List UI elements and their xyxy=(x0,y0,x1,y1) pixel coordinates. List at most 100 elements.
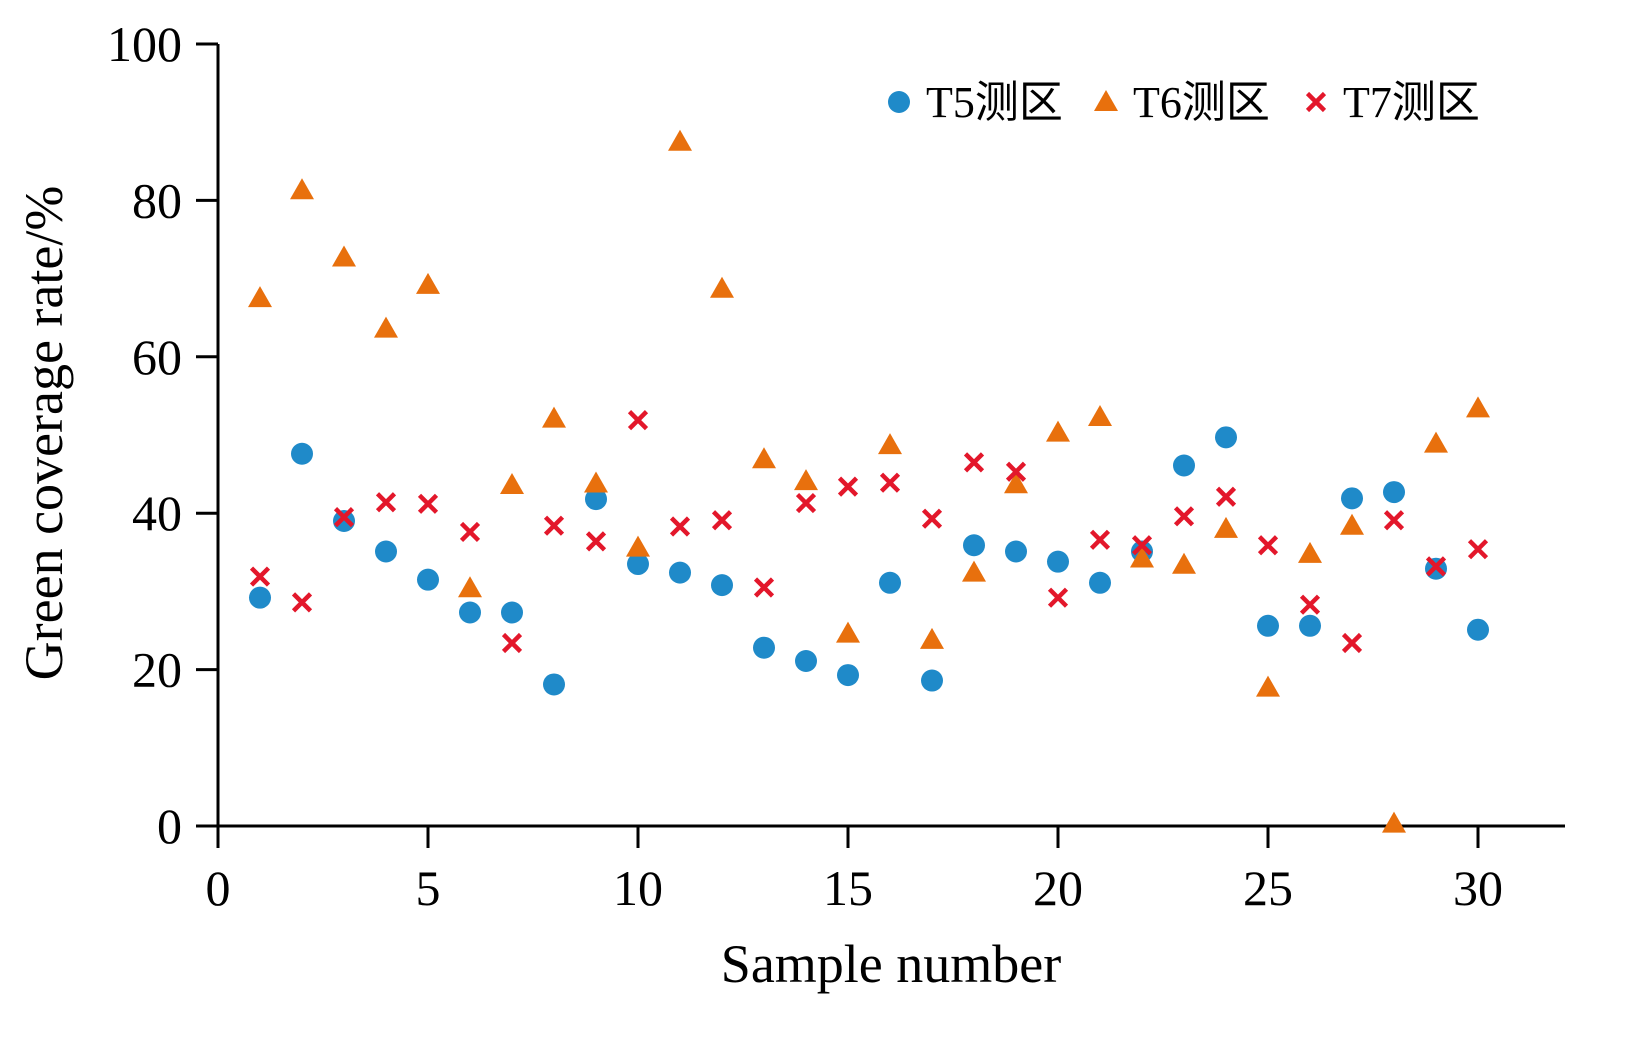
data-point-x xyxy=(1089,529,1111,550)
legend-item: T6测区 xyxy=(1094,78,1270,127)
x-tick-label: 15 xyxy=(823,860,873,916)
data-point-triangle xyxy=(1382,811,1406,833)
data-point-x xyxy=(417,493,439,514)
legend-marker-triangle xyxy=(1094,90,1118,111)
data-point-triangle xyxy=(458,576,482,598)
data-point-triangle xyxy=(416,272,440,294)
legend-label: T6测区 xyxy=(1133,78,1270,127)
data-point-circle xyxy=(375,540,397,563)
data-point-x xyxy=(711,510,733,531)
data-point-circle xyxy=(333,510,355,533)
legend-item: T7测区 xyxy=(1305,78,1480,127)
data-point-x xyxy=(459,521,481,543)
data-point-triangle xyxy=(1088,405,1112,427)
x-tick-label: 5 xyxy=(416,860,441,916)
data-point-triangle xyxy=(1004,472,1028,494)
data-point-circle xyxy=(753,636,775,659)
data-point-x xyxy=(543,515,565,536)
axes xyxy=(216,44,1565,828)
x-tick-label: 25 xyxy=(1243,860,1293,916)
data-point-circle xyxy=(417,568,439,591)
data-point-circle xyxy=(1299,614,1321,637)
data-point-circle xyxy=(291,442,313,465)
y-tick-label: 20 xyxy=(132,642,182,698)
data-point-triangle xyxy=(290,178,314,200)
data-point-triangle xyxy=(794,469,818,491)
data-point-circle xyxy=(585,488,607,511)
data-point-circle xyxy=(795,649,817,672)
data-point-triangle xyxy=(374,316,398,338)
data-point-circle xyxy=(1005,540,1027,563)
data-point-circle xyxy=(627,553,649,576)
data-point-x xyxy=(291,592,313,613)
data-point-triangle xyxy=(500,473,524,495)
data-point-circle xyxy=(1215,426,1237,449)
data-point-x xyxy=(1005,461,1027,482)
data-point-circle xyxy=(963,534,985,557)
legend-item: T5测区 xyxy=(888,78,1063,127)
data-point-circle xyxy=(711,574,733,597)
data-point-x xyxy=(1299,594,1321,615)
y-tick-label: 100 xyxy=(107,16,182,72)
data-point-circle xyxy=(921,669,943,692)
data-point-triangle xyxy=(1466,396,1490,418)
data-point-triangle xyxy=(752,447,776,469)
data-point-x xyxy=(249,566,271,587)
data-point-triangle xyxy=(542,406,566,428)
x-tick-label: 10 xyxy=(613,860,663,916)
data-point-x xyxy=(837,476,859,497)
data-point-triangle xyxy=(962,560,986,582)
legend-label: T7测区 xyxy=(1343,78,1480,127)
data-point-x xyxy=(963,452,985,473)
data-point-x xyxy=(585,531,607,552)
data-point-triangle xyxy=(1046,420,1070,442)
legend-marker-circle xyxy=(888,91,910,113)
data-point-triangle xyxy=(878,433,902,455)
data-point-triangle xyxy=(248,286,272,308)
data-point-x xyxy=(1425,556,1447,577)
data-point-triangle xyxy=(1130,546,1154,568)
data-point-x xyxy=(501,632,523,654)
data-point-triangle xyxy=(626,535,650,557)
data-point-triangle xyxy=(1340,513,1364,535)
data-point-circle xyxy=(459,601,481,624)
data-point-circle xyxy=(1089,571,1111,594)
x-tick-label: 20 xyxy=(1033,860,1083,916)
data-point-triangle xyxy=(1424,431,1448,453)
data-point-x xyxy=(921,508,943,529)
data-point-x xyxy=(1131,535,1153,556)
data-point-x xyxy=(1047,587,1069,608)
data-point-triangle xyxy=(668,129,692,151)
data-point-circle xyxy=(1047,550,1069,573)
data-point-triangle xyxy=(920,627,944,649)
ticks: 0 20 40 60 80 100 0 5 10 15 20 25 30 xyxy=(107,16,1503,916)
series-3 xyxy=(249,410,1489,654)
data-point-triangle xyxy=(584,471,608,493)
data-point-circle xyxy=(669,561,691,584)
data-point-circle xyxy=(1173,454,1195,477)
data-point-triangle xyxy=(710,276,734,298)
y-tick-label: 40 xyxy=(132,485,182,541)
data-point-x xyxy=(627,410,649,431)
data-point-circle xyxy=(543,673,565,696)
data-point-triangle xyxy=(1298,541,1322,563)
data-marks xyxy=(248,129,1490,833)
x-axis-title: Sample number xyxy=(721,934,1061,994)
data-point-x xyxy=(333,507,355,528)
data-point-x xyxy=(1173,506,1195,527)
data-point-x xyxy=(879,472,901,493)
series-1 xyxy=(249,426,1489,696)
data-point-circle xyxy=(1383,481,1405,504)
x-tick-label: 0 xyxy=(206,860,231,916)
y-axis-title: Green coverage rate/% xyxy=(14,186,74,681)
legend: T5测区 T6测区 T7测区 xyxy=(888,78,1480,127)
data-point-triangle xyxy=(836,621,860,643)
y-tick-label: 80 xyxy=(132,172,182,228)
data-point-triangle xyxy=(332,245,356,267)
data-point-x xyxy=(669,516,691,537)
data-point-x xyxy=(375,492,397,513)
y-tick-label: 60 xyxy=(132,329,182,385)
data-point-circle xyxy=(501,601,523,624)
data-point-circle xyxy=(837,664,859,687)
